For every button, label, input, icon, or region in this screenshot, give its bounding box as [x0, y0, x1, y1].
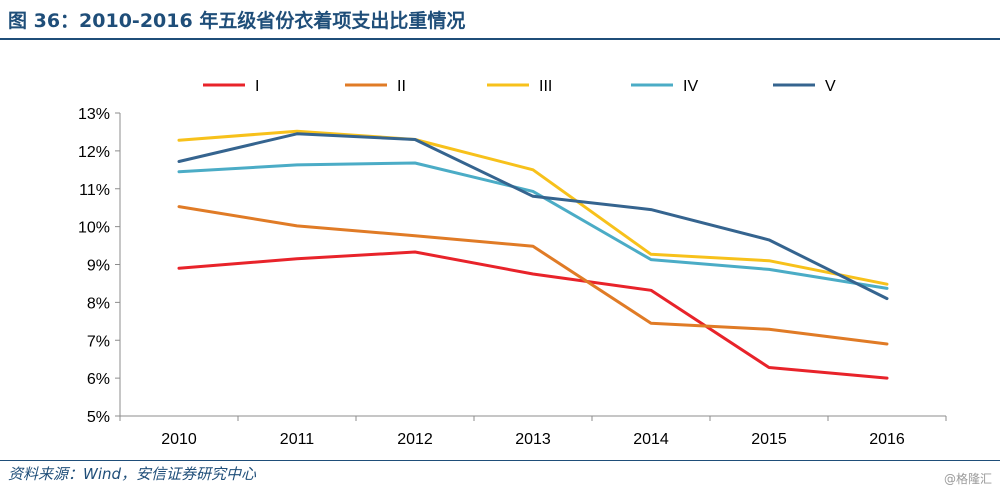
series-line-2 — [177, 205, 889, 346]
x-tick-label: 2014 — [633, 431, 669, 448]
y-tick-label: 11% — [79, 182, 110, 199]
series-line-1 — [177, 250, 889, 380]
x-tick-label: 2016 — [869, 431, 905, 448]
legend-label-1: I — [255, 78, 259, 95]
legend-label-4: IV — [683, 78, 698, 95]
x-tick-label: 2010 — [161, 431, 197, 448]
x-tick-label: 2012 — [397, 431, 433, 448]
x-tick-label: 2011 — [280, 431, 315, 448]
line-chart: 5% 6% 7% 8% 9% 10% 11% 12% 13% 2010 2011 2012 2013 20… — [78, 78, 947, 448]
series-line-3 — [177, 129, 889, 286]
legend-label-3: III — [539, 78, 552, 95]
series-line-4 — [177, 161, 889, 290]
y-tick-label: 12% — [78, 144, 110, 161]
legend-label-5: V — [825, 78, 836, 95]
y-tick-label: 7% — [87, 333, 110, 350]
footer-divider — [0, 460, 1000, 461]
watermark: @格隆汇 — [943, 472, 992, 486]
x-tick-label: 2015 — [751, 431, 787, 448]
x-tick-label: 2013 — [515, 431, 551, 448]
legend-label-2: II — [397, 78, 406, 95]
y-tick-label: 13% — [78, 106, 110, 123]
page-title: 图 36：2010-2016 年五级省份衣着项支出比重情况 — [8, 10, 466, 32]
y-tick-label: 6% — [87, 371, 110, 388]
title-divider — [0, 38, 1000, 40]
source-note: 资料来源：Wind，安信证券研究中心 — [8, 465, 257, 483]
y-tick-label: 10% — [78, 220, 110, 237]
y-tick-label: 8% — [87, 295, 110, 312]
y-tick-label: 9% — [87, 258, 110, 275]
series-line-5 — [177, 132, 889, 301]
y-tick-label: 5% — [87, 409, 110, 426]
